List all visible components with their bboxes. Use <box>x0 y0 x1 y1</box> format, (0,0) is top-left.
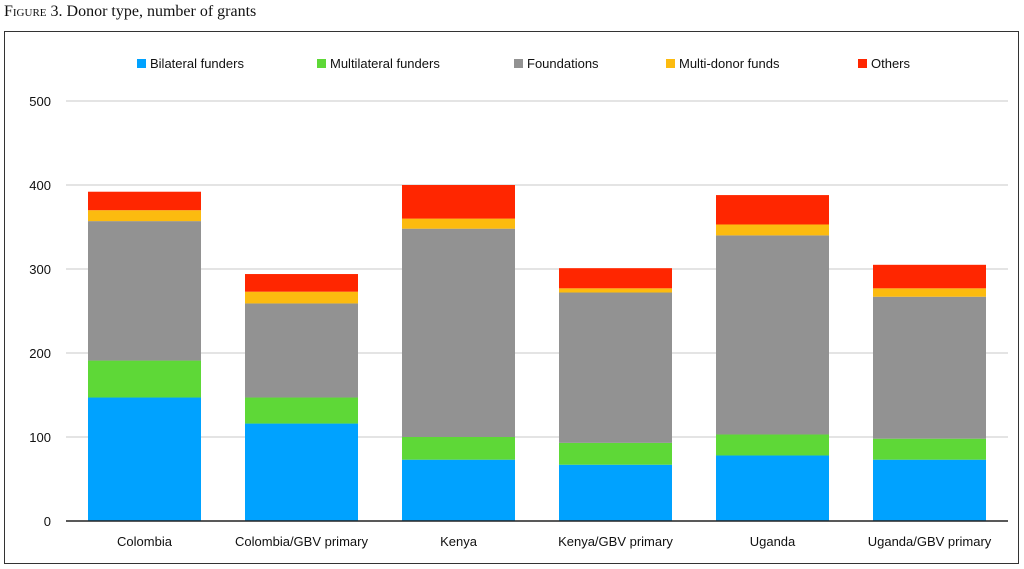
figure-title: Figure 3. Donor type, number of grants <box>4 3 256 21</box>
bar-segment <box>559 292 672 443</box>
bar-segment <box>559 442 672 465</box>
x-tick-label: Colombia <box>117 534 173 549</box>
bar-segment <box>402 218 515 229</box>
figure-label: Figure 3. <box>4 3 63 20</box>
bar-segment <box>88 397 201 521</box>
bar-segment <box>716 224 829 236</box>
bar-segment <box>873 459 986 521</box>
bar-segment <box>245 291 358 304</box>
legend-label: Multilateral funders <box>330 56 440 71</box>
x-tick-label: Kenya/GBV primary <box>558 534 673 549</box>
x-tick-label: Colombia/GBV primary <box>235 534 368 549</box>
legend-label: Bilateral funders <box>150 56 244 71</box>
x-tick-label: Uganda <box>750 534 796 549</box>
legend-swatch <box>858 59 867 68</box>
legend-swatch <box>514 59 523 68</box>
bar-segment <box>245 303 358 398</box>
figure-caption: Donor type, number of grants <box>66 3 257 20</box>
bar-segment <box>402 228 515 437</box>
bar-segment <box>88 191 201 211</box>
bar-segment <box>716 195 829 225</box>
bar-segment <box>402 185 515 219</box>
legend-label: Others <box>871 56 911 71</box>
bar-segment <box>559 288 672 293</box>
legend-swatch <box>137 59 146 68</box>
bar-segment <box>716 455 829 521</box>
y-tick-label: 100 <box>29 430 51 445</box>
x-tick-label: Kenya <box>440 534 478 549</box>
y-tick-label: 400 <box>29 178 51 193</box>
legend-swatch <box>666 59 675 68</box>
bar-segment <box>245 397 358 424</box>
bar-segment <box>716 434 829 456</box>
x-tick-label: Uganda/GBV primary <box>868 534 992 549</box>
legend-swatch <box>317 59 326 68</box>
bar-segment <box>873 296 986 439</box>
bar-segment <box>716 235 829 435</box>
bar-segment <box>559 464 672 521</box>
y-tick-label: 300 <box>29 262 51 277</box>
y-tick-label: 200 <box>29 346 51 361</box>
bar-segment <box>873 438 986 460</box>
bar-segment <box>88 360 201 398</box>
legend-label: Foundations <box>527 56 599 71</box>
bar-segment <box>402 437 515 460</box>
bar-segment <box>88 221 201 361</box>
bar-segment <box>873 264 986 289</box>
bar-segment <box>88 210 201 222</box>
y-tick-label: 0 <box>44 514 51 529</box>
legend-label: Multi-donor funds <box>679 56 780 71</box>
bar-segment <box>245 274 358 292</box>
y-tick-label: 500 <box>29 94 51 109</box>
bar-segment <box>402 459 515 521</box>
bar-segment <box>873 288 986 297</box>
bar-segment <box>559 268 672 289</box>
bar-segment <box>245 423 358 521</box>
